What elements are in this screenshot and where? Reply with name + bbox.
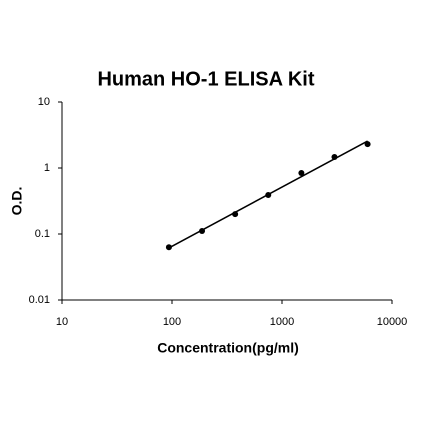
data-point (364, 141, 371, 148)
y-tick-label: 1 (44, 162, 50, 174)
y-tick-label: 10 (38, 96, 50, 108)
data-point (331, 153, 338, 160)
x-tick-label: 10000 (377, 316, 408, 328)
x-axis-label: Concentration(pg/ml) (157, 340, 299, 356)
y-tick-label: 0.01 (29, 294, 50, 306)
y-tick-label: 0.1 (35, 228, 50, 240)
data-point (298, 169, 305, 176)
x-tick-label: 10 (56, 316, 68, 328)
x-tick-label: 1000 (270, 316, 294, 328)
data-point (165, 244, 172, 251)
data-point (199, 228, 206, 235)
data-point (265, 191, 272, 198)
x-tick-label: 100 (163, 316, 181, 328)
data-point (232, 211, 239, 218)
chart-title: Human HO-1 ELISA Kit (97, 68, 314, 90)
y-axis-label: O.D. (9, 187, 25, 216)
